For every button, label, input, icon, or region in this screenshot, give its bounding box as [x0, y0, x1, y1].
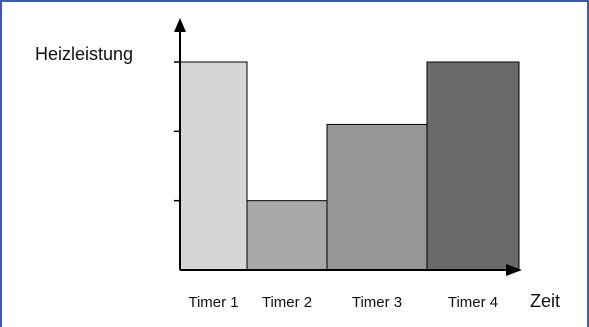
x-axis-label: Zeit — [530, 291, 560, 311]
y-axis-arrow — [174, 18, 186, 32]
y-axis-label: Heizleistung — [35, 44, 133, 64]
x-tick-labels-group: Timer 1 Timer 2 Timer 3 Timer 4 — [188, 294, 498, 311]
bar-timer-2 — [246, 200, 328, 271]
bar-timer-4 — [426, 61, 520, 271]
bar-timer-1 — [179, 61, 248, 271]
bars-group — [179, 61, 520, 271]
x-tick-label-2: Timer 2 — [262, 294, 312, 311]
x-axis-arrow — [506, 264, 522, 276]
x-tick-label-4: Timer 4 — [448, 294, 498, 311]
x-tick-label-3: Timer 3 — [352, 294, 402, 311]
x-tick-label-1: Timer 1 — [188, 294, 238, 311]
bar-timer-3 — [326, 123, 428, 271]
